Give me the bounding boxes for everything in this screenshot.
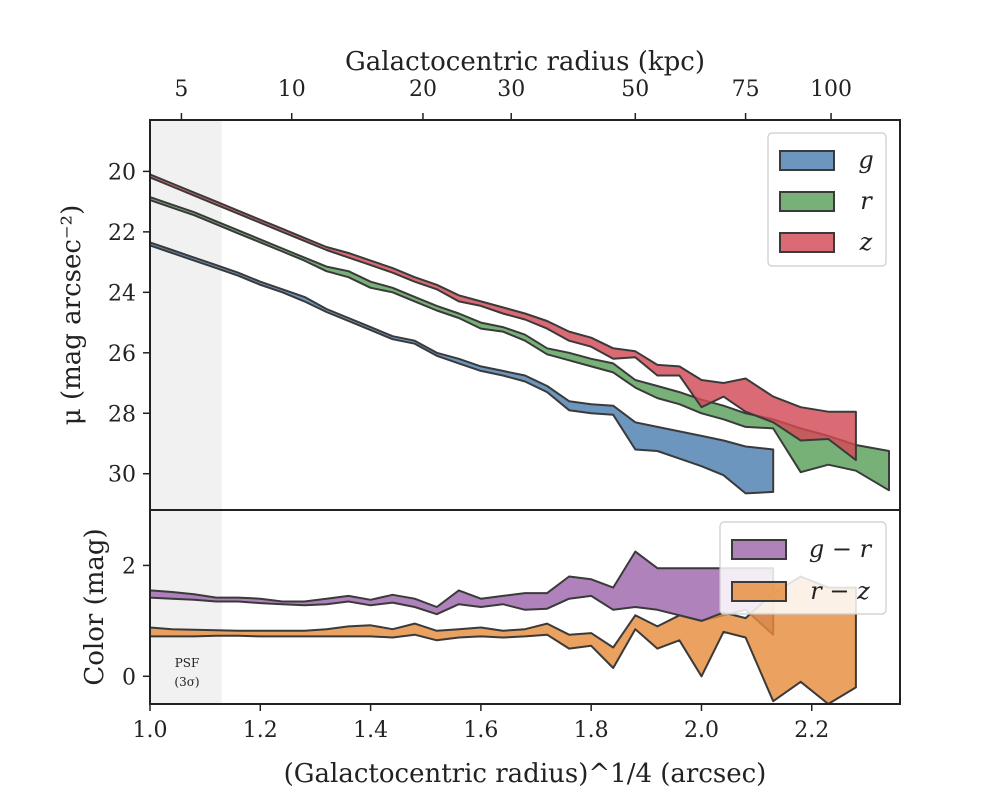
top-tick-label-6: 100 (810, 77, 852, 102)
top-tick-label-0: 5 (174, 77, 188, 102)
main-y-tick-label-3: 26 (108, 342, 136, 367)
top-tick-label-2: 20 (409, 77, 437, 102)
main-y-tick-label-5: 30 (108, 463, 136, 488)
color-y-tick-label-0: 0 (122, 665, 136, 690)
top-tick-label-3: 30 (497, 77, 525, 102)
color-panel: 0 2 1.0 1.2 1.4 1.6 1.8 2.0 2.2 PSF (3σ) (Galac… (80, 509, 901, 789)
top-axis-title: Galactocentric radius (kpc) (345, 47, 705, 77)
color-y-axis-title: Color (mag) (80, 528, 110, 685)
main-legend-label-1: r (860, 187, 873, 215)
main-legend: grz (767, 132, 887, 267)
color-legend: g − r r − z (719, 521, 887, 615)
color-panel-frame (149, 509, 901, 705)
surface-brightness-band-0 (150, 241, 775, 495)
x-tick-label-2: 1.4 (353, 718, 388, 743)
main-legend-swatch-0 (779, 150, 835, 171)
main-y-axis-title: μ (mag arcsec⁻²) (57, 205, 87, 425)
psf-shaded-region-color (150, 510, 222, 704)
x-tick-label-4: 1.8 (574, 718, 609, 743)
top-tick-label-5: 75 (732, 77, 760, 102)
main-y-tick-label-1: 22 (108, 221, 136, 246)
psf-label-line1: PSF (175, 656, 200, 670)
surface-brightness-panel: 20 22 24 26 28 30 5 10 20 30 50 75 100 Galactocentr… (57, 47, 901, 511)
color-legend-swatch-1 (731, 581, 787, 602)
main-legend-swatch-1 (779, 191, 835, 212)
x-tick-label-1: 1.2 (243, 718, 278, 743)
main-legend-swatch-2 (779, 232, 835, 253)
x-axis-title: (Galactocentric radius)^1/4 (arcsec) (284, 759, 767, 789)
main-y-tick-label-2: 24 (108, 281, 136, 306)
psf-label-line2: (3σ) (174, 675, 199, 689)
x-tick-label-6: 2.2 (794, 718, 829, 743)
color-y-tick-label-1: 2 (122, 554, 136, 579)
surface-brightness-band-2 (150, 173, 857, 462)
main-y-tick-label-4: 28 (108, 402, 136, 427)
color-legend-swatch-0 (731, 539, 787, 560)
main-legend-label-2: z (859, 228, 873, 256)
psf-shaded-region (150, 120, 222, 510)
color-legend-label-1: r − z (810, 577, 870, 605)
main-y-tick-label-0: 20 (108, 160, 136, 185)
top-tick-label-1: 10 (278, 77, 306, 102)
main-legend-label-0: g (858, 146, 873, 174)
x-tick-label-0: 1.0 (133, 718, 168, 743)
x-tick-label-3: 1.6 (463, 718, 498, 743)
top-tick-label-4: 50 (621, 77, 649, 102)
color-legend-label-0: g − r (809, 535, 873, 563)
surface-brightness-band-1 (150, 196, 890, 492)
x-tick-label-5: 2.0 (684, 718, 719, 743)
